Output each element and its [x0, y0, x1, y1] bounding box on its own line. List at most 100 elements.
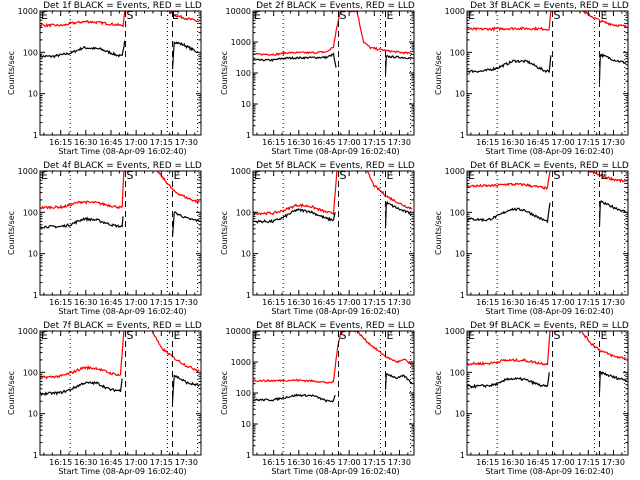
event-marker-e: E [386, 9, 393, 22]
event-marker-s: S [340, 9, 347, 22]
x-tick-label: 16:30 [501, 458, 524, 467]
plot-frame [252, 330, 415, 456]
plot-frame [39, 170, 202, 296]
plot-frame [39, 330, 202, 456]
y-tick-label: 1000 [18, 7, 38, 16]
y-tick-label: 1 [460, 291, 465, 300]
x-tick-label: 17:00 [338, 298, 361, 307]
x-tick-label: 17:30 [602, 138, 625, 147]
event-marker-e: E [600, 329, 607, 342]
series-line-events [598, 52, 627, 81]
x-tick-label: 16:30 [501, 298, 524, 307]
chart-panel-8: Det 8f BLACK = Events, RED = LLD 1 10 100 10… [220, 321, 415, 476]
x-tick-label: 16:15 [262, 298, 285, 307]
y-tick-label: 100 [23, 48, 38, 57]
x-tick-label: 16:30 [74, 138, 97, 147]
y-axis-label: Counts/sec [434, 371, 443, 415]
y-tick-label: 100 [23, 368, 38, 377]
x-tick-label: 16:15 [49, 298, 72, 307]
series-line-lld [588, 171, 627, 183]
series-line-events [467, 202, 551, 223]
x-tick-label: 17:30 [175, 138, 198, 147]
series-line-events [40, 40, 126, 59]
event-marker-e: E [41, 9, 48, 22]
series-line-events [467, 55, 552, 74]
x-tick-label: 17:15 [363, 458, 386, 467]
series-events [467, 52, 627, 81]
series-events [253, 373, 413, 403]
x-tick-label: 17:00 [338, 458, 361, 467]
x-axis-label: Start Time (08-Apr-09 16:02:40) [271, 307, 399, 316]
x-tick-label: 16:45 [99, 298, 122, 307]
series-line-lld [40, 171, 125, 211]
x-tick-label: 17:00 [125, 138, 148, 147]
chart-title: Det 8f BLACK = Events, RED = LLD [256, 321, 415, 331]
y-tick-label: 100 [23, 208, 38, 217]
y-tick-label: 1 [33, 451, 38, 460]
x-tick-label: 17:30 [388, 138, 411, 147]
event-marker-s: S [340, 169, 347, 182]
x-tick-label: 16:45 [312, 458, 335, 467]
x-tick-label: 16:45 [526, 458, 549, 467]
x-tick-label: 17:15 [150, 458, 173, 467]
event-marker-e: E [600, 169, 607, 182]
series-line-lld [467, 11, 552, 32]
x-tick-label: 16:30 [287, 298, 310, 307]
event-marker-s: S [340, 329, 347, 342]
x-tick-label: 17:30 [175, 298, 198, 307]
chart-panel-1: Det 1f BLACK = Events, RED = LLD 1 10 100 10… [7, 1, 202, 156]
x-tick-label: 17:15 [363, 298, 386, 307]
plot-frame [466, 170, 629, 296]
series-lld [467, 171, 627, 191]
series-line-lld [467, 331, 551, 367]
chart-title: Det 1f BLACK = Events, RED = LLD [43, 1, 202, 11]
x-tick-label: 17:15 [150, 298, 173, 307]
series-events [40, 210, 200, 237]
y-axis-label: Counts/sec [7, 371, 16, 415]
x-tick-label: 17:30 [388, 458, 411, 467]
series-line-events [40, 216, 124, 229]
series-line-lld [40, 331, 125, 380]
series-line-events [253, 52, 337, 68]
x-tick-label: 17:30 [602, 298, 625, 307]
x-tick-label: 17:00 [552, 298, 575, 307]
series-line-lld [582, 11, 627, 28]
series-events [253, 52, 413, 74]
y-axis-label: Counts/sec [434, 51, 443, 95]
event-marker-e: E [386, 169, 393, 182]
series-lld [40, 11, 200, 29]
y-axis-label: Counts/sec [220, 51, 229, 95]
event-marker-e: E [468, 169, 475, 182]
x-axis-label: Start Time (08-Apr-09 16:02:40) [58, 147, 186, 156]
series-lld [467, 331, 627, 367]
x-axis-label: Start Time (08-Apr-09 16:02:40) [58, 307, 186, 316]
x-tick-label: 16:15 [476, 138, 499, 147]
event-marker-e: E [41, 169, 48, 182]
y-tick-label: 1 [460, 451, 465, 460]
event-marker-s: S [554, 329, 561, 342]
x-tick-label: 16:30 [74, 298, 97, 307]
event-marker-e: E [386, 329, 393, 342]
x-axis-label: Start Time (08-Apr-09 16:02:40) [58, 467, 186, 476]
series-events [40, 374, 200, 403]
x-tick-label: 16:30 [501, 138, 524, 147]
x-tick-label: 16:15 [49, 138, 72, 147]
series-line-lld [40, 11, 126, 29]
x-axis-label: Start Time (08-Apr-09 16:02:40) [485, 307, 613, 316]
y-tick-label: 1000 [18, 167, 38, 176]
x-tick-label: 17:00 [125, 458, 148, 467]
series-line-events [253, 208, 336, 224]
series-lld [40, 171, 200, 211]
x-tick-label: 16:15 [49, 458, 72, 467]
x-tick-label: 16:15 [476, 298, 499, 307]
x-tick-label: 16:45 [312, 298, 335, 307]
series-events [467, 199, 627, 226]
plot-frame [252, 170, 415, 296]
series-line-lld [366, 171, 413, 210]
chart-title: Det 9f BLACK = Events, RED = LLD [470, 321, 629, 331]
y-tick-label: 1 [33, 291, 38, 300]
x-tick-label: 17:15 [577, 458, 600, 467]
series-line-lld [467, 171, 551, 191]
series-events [467, 370, 627, 393]
